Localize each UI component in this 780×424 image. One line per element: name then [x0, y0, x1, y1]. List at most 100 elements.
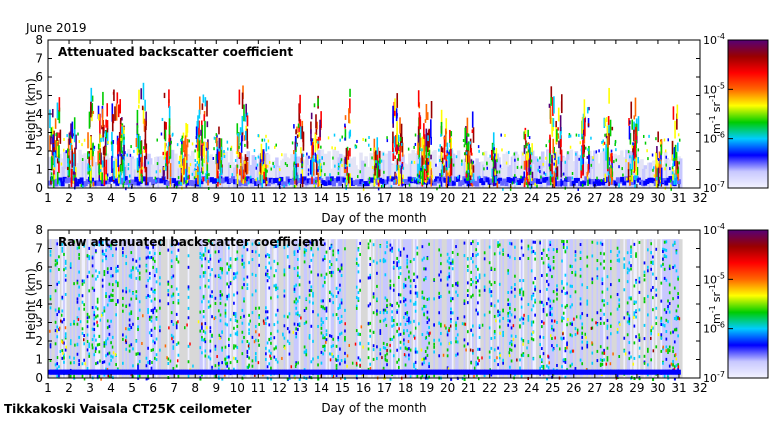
cloud-cell: [289, 182, 291, 185]
cloud-cell: [321, 156, 323, 159]
cloud-cell: [315, 114, 317, 128]
cloud-cell: [568, 135, 570, 138]
cloud-cell: [526, 182, 528, 185]
cloud-cell: [408, 148, 410, 151]
cloud-cell: [69, 135, 71, 138]
cloud-cell: [203, 95, 205, 103]
cloud-cell: [395, 176, 397, 179]
cloud-cell: [675, 145, 677, 160]
cloud-cell: [63, 149, 64, 152]
cloud-cell: [629, 177, 631, 180]
cloud-cell: [522, 152, 524, 155]
cloud-cell: [539, 166, 541, 169]
cloud-cell: [672, 141, 674, 154]
cloud-cell: [420, 168, 422, 171]
cloud-cell: [87, 166, 89, 169]
cloud-cell: [427, 158, 429, 172]
cloud-cell: [478, 145, 480, 148]
cloud-cell: [443, 137, 445, 140]
cloud-cell: [552, 139, 554, 153]
cloud-cell: [242, 179, 244, 184]
cloud-cell: [607, 126, 609, 136]
cloud-cell: [162, 152, 164, 155]
cloud-cell: [466, 177, 468, 181]
cloud-cell: [52, 134, 54, 143]
cloud-cell: [118, 104, 120, 117]
cloud-cell: [130, 145, 132, 148]
cloud-cell: [584, 99, 586, 118]
cloud-cell: [181, 141, 183, 144]
cloud-cell: [528, 149, 530, 152]
cloud-cell: [90, 136, 92, 148]
cloud-cell: [483, 152, 485, 155]
backscatter-data: [48, 239, 683, 381]
cloud-cell: [171, 141, 173, 144]
cloud-cell: [188, 167, 190, 174]
cloud-cell: [314, 103, 316, 107]
cloud-cell: [592, 156, 594, 159]
cloud-cell: [122, 156, 124, 159]
cloud-cell: [204, 153, 206, 163]
cloud-cell: [71, 145, 73, 151]
cloud-cell: [424, 169, 426, 181]
cloud-cell: [298, 132, 300, 137]
x-tick-label: 27: [587, 191, 602, 205]
cloud-cell: [263, 172, 265, 180]
cloud-cell: [419, 112, 421, 129]
cloud-cell: [665, 164, 667, 167]
cloud-cell: [202, 171, 204, 174]
x-tick-label: 14: [314, 191, 329, 205]
cloud-cell: [331, 146, 333, 149]
cloud-cell: [629, 155, 631, 158]
cloud-cell: [394, 136, 396, 144]
cloud-cell: [213, 157, 215, 160]
cloud-cell: [464, 152, 466, 155]
cloud-cell: [195, 170, 197, 178]
cloud-cell: [564, 178, 566, 181]
cloud-cell: [587, 171, 589, 175]
cloud-cell: [613, 160, 615, 163]
cloud-cell: [607, 150, 609, 168]
cloud-cell: [188, 139, 190, 142]
cloud-cell: [247, 115, 249, 126]
cloud-cell: [207, 150, 209, 162]
cloud-cell: [608, 116, 610, 125]
cloud-cell: [654, 174, 656, 177]
x-tick-label: 26: [566, 191, 581, 205]
y-tick-label: 7: [35, 52, 43, 66]
cloud-cell: [504, 134, 506, 137]
cloud-cell: [104, 146, 106, 155]
cloud-cell: [638, 148, 640, 151]
cloud-cell: [133, 150, 135, 153]
cloud-cell: [439, 185, 441, 188]
cloud-cell: [312, 138, 314, 141]
cloud-cell: [661, 168, 663, 185]
cloud-cell: [616, 159, 618, 162]
cloud-cell: [317, 173, 319, 187]
cloud-cell: [555, 170, 557, 173]
cloud-cell: [381, 160, 383, 163]
cloud-cell: [567, 151, 569, 154]
cloud-cell: [55, 140, 57, 150]
cloud-cell: [417, 143, 419, 155]
cloud-cell: [237, 165, 239, 168]
cloud-cell: [123, 137, 125, 140]
cloud-cell: [274, 146, 276, 149]
cloud-cell: [100, 135, 102, 138]
y-axis-label: Height (km): [24, 78, 38, 149]
cloud-cell: [250, 176, 252, 179]
cloud-cell: [242, 93, 244, 109]
cloud-cell: [349, 131, 351, 138]
cloud-cell: [51, 156, 53, 170]
cloud-cell: [634, 180, 636, 184]
cloud-cell: [549, 163, 551, 166]
cloud-cell: [255, 178, 256, 181]
cloud-cell: [177, 143, 179, 146]
cloud-cell: [578, 134, 580, 137]
cloud-cell: [427, 177, 429, 180]
cloud-cell: [205, 97, 207, 106]
x-tick-label: 20: [440, 191, 455, 205]
cloud-cell: [679, 139, 681, 142]
cloud-cell: [537, 169, 539, 172]
cloud-cell: [272, 162, 274, 165]
